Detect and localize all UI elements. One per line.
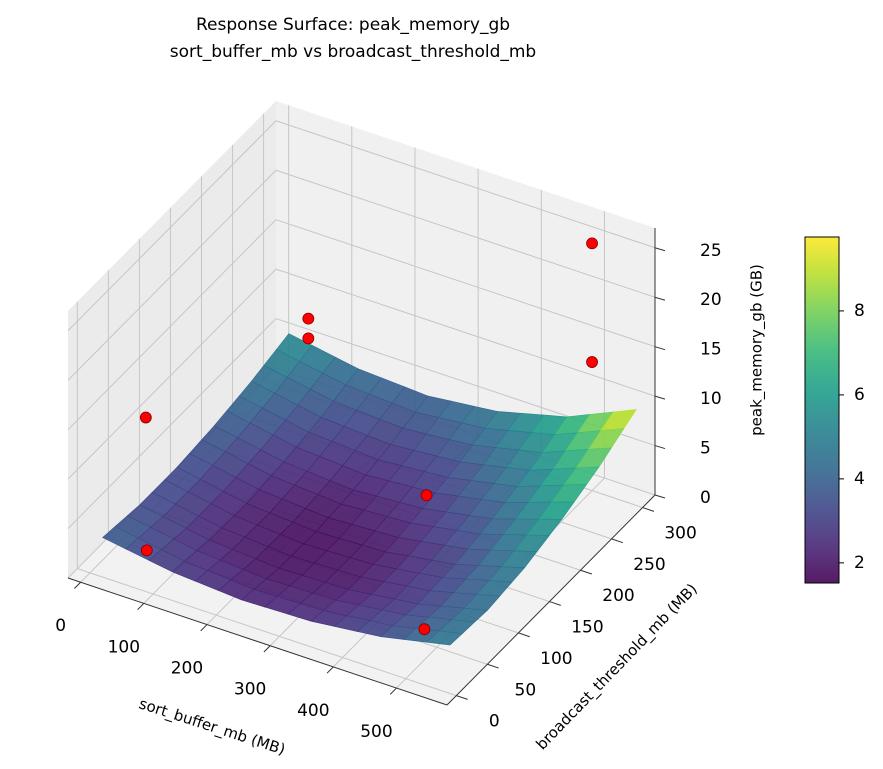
grid-line — [275, 268, 656, 397]
z-tick-label: 15 — [700, 340, 722, 360]
grid-line — [67, 268, 277, 480]
x-tick — [137, 603, 145, 611]
y-tick-label: 250 — [633, 555, 665, 575]
chart-subtitle: sort_buffer_mb vs broadcast_threshold_mb — [170, 42, 536, 62]
y-tick-label: 100 — [540, 649, 572, 669]
x-tick — [389, 687, 397, 695]
data-point — [586, 356, 598, 368]
z-tick-label: 0 — [700, 488, 711, 508]
y-tick-label: 150 — [571, 618, 603, 638]
surface-cell — [426, 630, 464, 646]
grid-line — [67, 219, 277, 431]
x-tick-label: 400 — [297, 701, 329, 721]
z-tick — [654, 445, 666, 450]
colorbar — [804, 236, 840, 584]
x-tick-label: 0 — [55, 616, 66, 636]
colorbar-tick-label: 4 — [854, 469, 865, 489]
colorbar-tick-label: 8 — [854, 301, 865, 321]
grid-line — [77, 568, 457, 697]
z-axis-label: peak_memory_gb (GB) — [748, 264, 767, 436]
z-tick — [654, 494, 666, 499]
z-tick-label: 25 — [700, 241, 722, 261]
colorbar-tick-label: 2 — [854, 553, 865, 573]
z-tick — [654, 296, 666, 301]
y-tick — [549, 601, 561, 606]
x-axis — [67, 577, 448, 706]
grid-line — [67, 318, 277, 529]
z-tick — [654, 247, 666, 252]
chart-title: Response Surface: peak_memory_gb — [196, 15, 510, 35]
y-tick — [518, 632, 530, 638]
z-tick — [654, 346, 666, 351]
y-tick — [456, 695, 468, 700]
y-tick-label: 0 — [489, 712, 500, 732]
x-tick — [263, 645, 271, 653]
z-tick-label: 20 — [700, 290, 722, 310]
data-point — [302, 312, 315, 325]
grid-line — [275, 219, 656, 348]
y-tick — [580, 569, 593, 575]
grid-line — [67, 120, 277, 332]
x-tick-label: 100 — [108, 637, 140, 657]
y-tick — [642, 507, 655, 512]
data-point — [302, 332, 315, 345]
x-axis-label: sort_buffer_mb (MB) — [136, 694, 287, 759]
x-tick-label: 300 — [234, 680, 266, 700]
x-tick-label: 200 — [171, 659, 203, 679]
y-tick-label: 50 — [515, 680, 537, 700]
z-tick-label: 10 — [700, 389, 722, 409]
y-tick — [611, 538, 624, 544]
y-axis — [446, 494, 656, 706]
y-tick — [487, 663, 499, 669]
z-tick — [654, 395, 666, 400]
y-tick-label: 300 — [664, 524, 696, 544]
x-tick — [326, 666, 334, 674]
data-point — [139, 411, 152, 424]
x-tick — [200, 624, 208, 632]
data-point — [420, 489, 433, 502]
grid-line — [275, 120, 656, 249]
data-point — [586, 237, 598, 250]
pane-left — [68, 101, 276, 578]
x-tick-label: 500 — [360, 722, 392, 742]
x-tick — [74, 581, 81, 589]
grid-line — [67, 169, 277, 381]
data-point — [140, 544, 153, 557]
data-point — [418, 623, 431, 636]
colorbar-tick-label: 6 — [854, 385, 865, 405]
y-tick-label: 200 — [602, 586, 634, 606]
z-tick-label: 5 — [700, 439, 711, 459]
grid-line — [275, 169, 656, 298]
